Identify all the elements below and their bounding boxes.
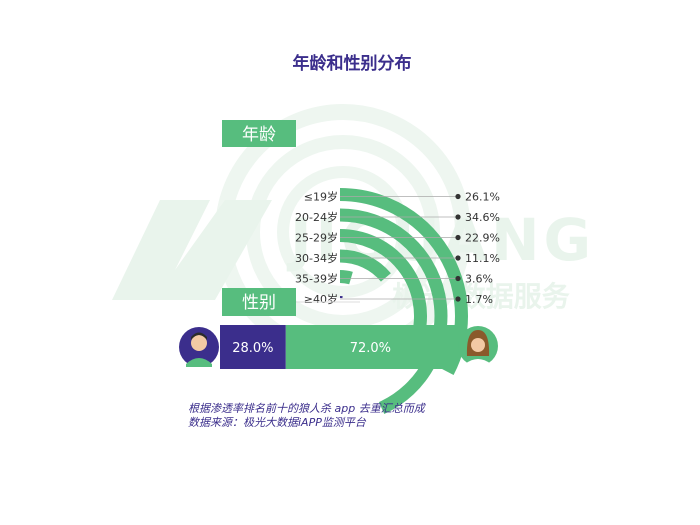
female-avatar xyxy=(458,326,498,366)
age-category-label: 25-29岁 xyxy=(295,231,338,245)
footnote-line-1: 根据渗透率排名前十的狼人杀 app 去重汇总而成 xyxy=(188,402,427,415)
age-value-label: 26.1% xyxy=(465,191,500,204)
age-bar xyxy=(339,188,468,376)
age-leader-dot xyxy=(455,214,461,220)
age-leader-dot xyxy=(455,275,461,282)
age-leader-dot xyxy=(455,234,461,241)
age-leader-dot xyxy=(455,255,461,261)
female-avatar-face xyxy=(471,338,485,352)
age-section-label-bg xyxy=(222,120,296,147)
age-value-label: 34.6% xyxy=(465,211,500,224)
male-avatar-body xyxy=(186,358,212,367)
gender-section-label: 性别 xyxy=(242,293,276,313)
age-radial-chart: ≤19岁 26.1% 20-24岁 34.6% 25-29岁 22.9% 30-34岁 11.… xyxy=(295,188,500,414)
female-avatar-body xyxy=(465,359,491,366)
age-value-label: 22.9% xyxy=(465,232,500,245)
age-category-label: 35-39岁 xyxy=(295,272,338,286)
age-bar xyxy=(339,249,391,282)
chart-title: 年龄和性别分布 xyxy=(293,53,412,74)
age-bar xyxy=(339,208,448,414)
gender-stacked-bar: 28.0% 72.0% xyxy=(220,325,455,369)
age-section-label: 年龄 xyxy=(242,125,276,145)
male-avatar-face xyxy=(191,335,207,351)
age-category-label: ≥40岁 xyxy=(304,292,338,306)
footnote-line-2: 数据来源：极光大数据iAPP监测平台 xyxy=(188,416,367,429)
age-leader-dot xyxy=(455,296,461,302)
age-category-label: 30-34岁 xyxy=(295,251,338,265)
age-value-label: 3.6% xyxy=(465,273,493,286)
gender-value-label: 28.0% xyxy=(232,341,273,356)
age-category-label: ≤19岁 xyxy=(304,190,338,204)
age-bar xyxy=(339,270,353,285)
age-category-label: 20-24岁 xyxy=(295,210,338,224)
gender-section-label-bg xyxy=(222,288,296,316)
male-avatar-hair xyxy=(191,332,207,340)
gender-bar-segment xyxy=(285,325,455,369)
age-value-label: 11.1% xyxy=(465,252,500,265)
age-leader-dot xyxy=(455,193,461,200)
gender-bar-segment xyxy=(220,325,286,369)
gender-value-label: 72.0% xyxy=(350,341,391,356)
age-value-label: 1.7% xyxy=(465,293,493,306)
male-avatar xyxy=(179,327,219,367)
watermark-logo-mark xyxy=(112,200,272,300)
